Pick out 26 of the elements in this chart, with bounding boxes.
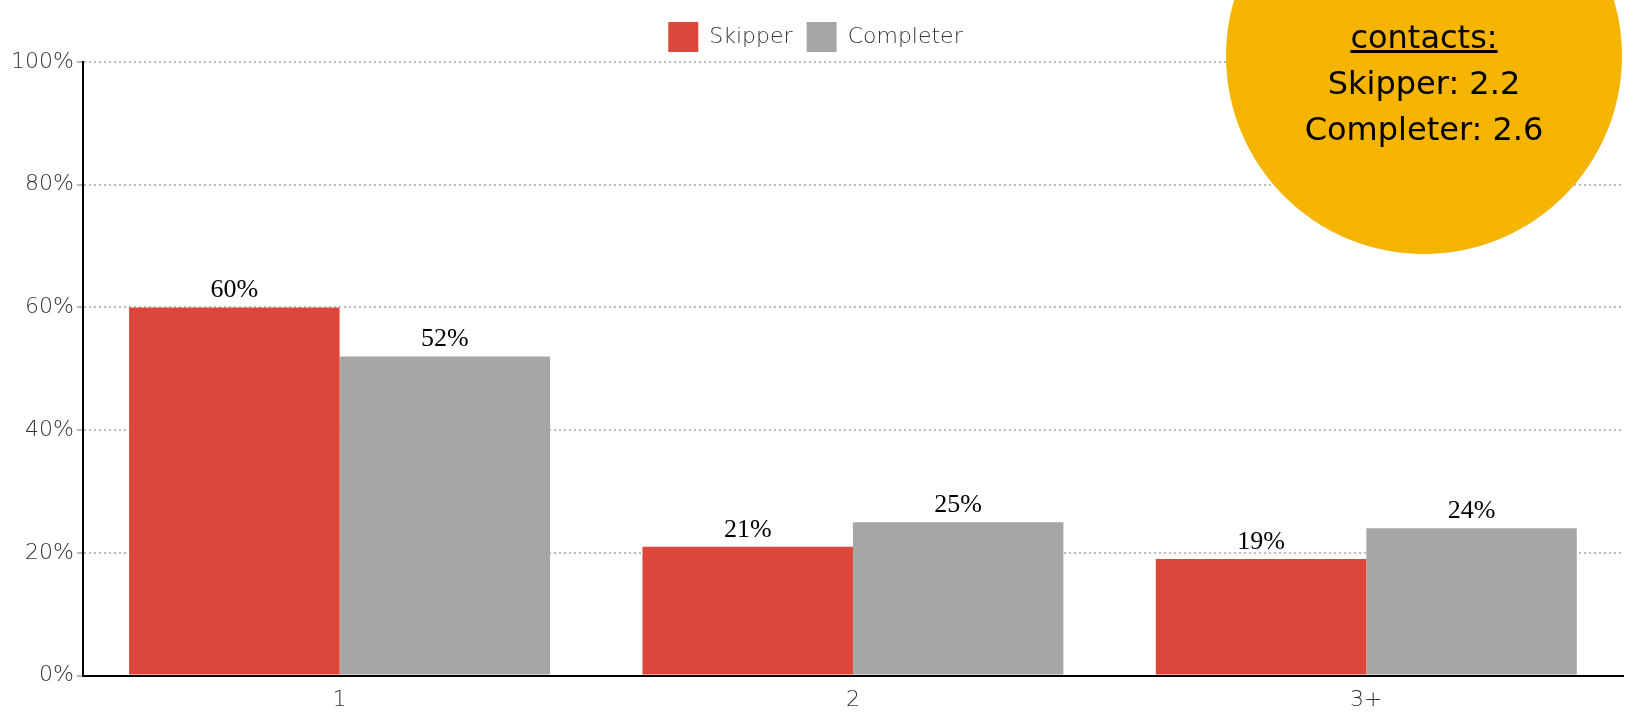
text: 60% <box>210 274 259 304</box>
y-tick-label: 20% <box>24 538 74 564</box>
text: 24% <box>1447 495 1496 525</box>
legend-label: Skipper <box>709 22 794 48</box>
bar <box>1366 528 1577 675</box>
bar <box>852 522 1064 675</box>
bar <box>1155 559 1367 675</box>
bar <box>339 356 551 675</box>
annotation: Skipper: 2.2 <box>1326 63 1522 104</box>
x-tick-label: 3+ <box>1350 685 1383 711</box>
x-tick-label: 2 <box>845 685 860 711</box>
y-tick-label: 60% <box>24 293 74 319</box>
legend-label: Completer <box>847 22 964 48</box>
text: contacts: <box>1349 17 1499 58</box>
bar <box>129 307 340 675</box>
text: 19% <box>1237 525 1285 555</box>
y-tick-label: 0% <box>38 661 74 687</box>
text: 25% <box>934 489 983 519</box>
text: 52% <box>420 323 469 353</box>
bar <box>642 546 853 675</box>
text: 21% <box>723 513 772 543</box>
y-tick-label: 40% <box>24 415 74 441</box>
y-tick-label: 100% <box>10 47 74 73</box>
annotation: Completer: 2.6 <box>1303 109 1545 150</box>
x-tick-label: 1 <box>332 685 347 711</box>
y-tick-label: 80% <box>24 170 74 196</box>
